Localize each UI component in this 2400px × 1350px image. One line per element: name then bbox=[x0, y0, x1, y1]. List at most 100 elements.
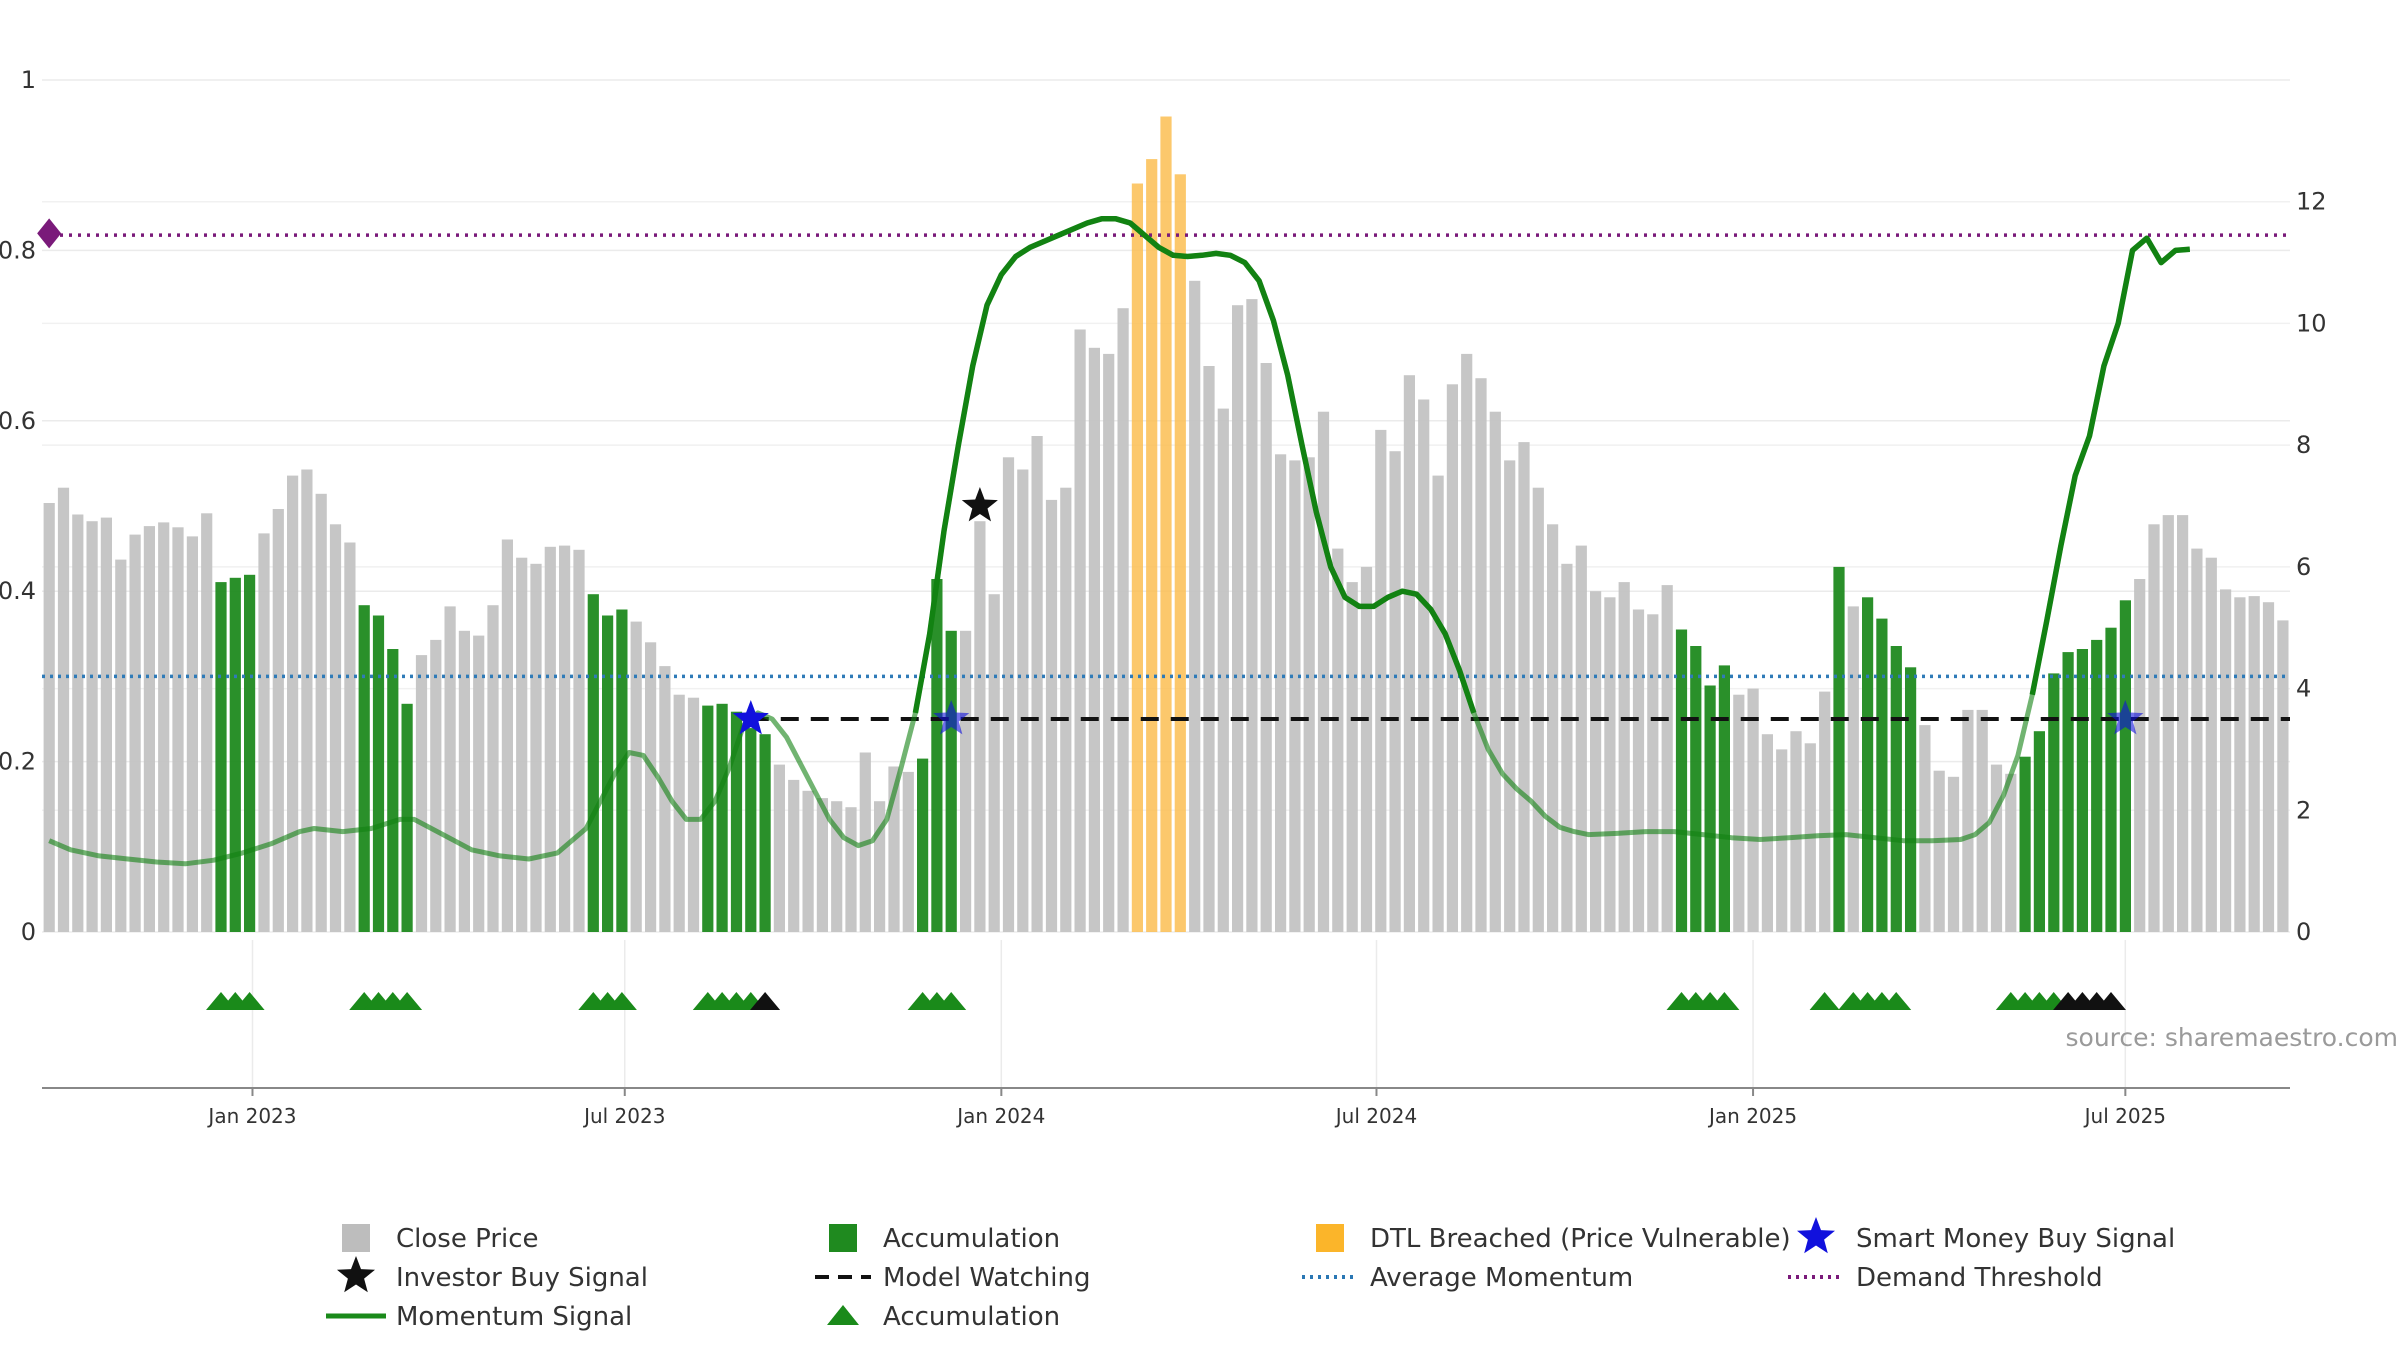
close-price-bar bbox=[1332, 548, 1344, 932]
accumulation-bar bbox=[702, 705, 714, 932]
close-price-bar bbox=[1561, 563, 1573, 932]
close-price-bar bbox=[2234, 597, 2246, 932]
close-price-bar bbox=[2191, 548, 2203, 932]
close-price-bar bbox=[1547, 524, 1559, 932]
legend-label: Investor Buy Signal bbox=[396, 1263, 648, 1293]
close-price-bar bbox=[1360, 566, 1373, 932]
accumulation-bar bbox=[215, 582, 227, 932]
legend-swatch-star bbox=[1797, 1217, 1835, 1254]
close-price-bar bbox=[115, 559, 127, 932]
close-price-bar bbox=[158, 522, 170, 932]
accumulation-bar bbox=[244, 574, 256, 932]
right-axis-tick-label: 12 bbox=[2296, 188, 2327, 216]
close-price-bar bbox=[1317, 411, 1330, 932]
close-price-bars bbox=[43, 116, 2289, 933]
accumulation-bar bbox=[945, 630, 957, 932]
accumulation-bar bbox=[931, 579, 943, 932]
accumulation-marker-triangle bbox=[392, 992, 423, 1010]
x-axis-tick-label: Jul 2025 bbox=[2083, 1104, 2166, 1128]
close-price-bar bbox=[1532, 487, 1544, 932]
accumulation-bar bbox=[372, 615, 385, 932]
close-price-bar bbox=[573, 549, 585, 932]
close-price-bar bbox=[1088, 347, 1100, 932]
close-price-bar bbox=[1489, 411, 1501, 932]
right-axis-tick-label: 10 bbox=[2296, 309, 2327, 337]
accumulation-bar bbox=[1905, 667, 1917, 932]
dtl-breached-bar bbox=[1146, 159, 1158, 933]
close-price-bar bbox=[802, 790, 814, 932]
close-price-bar bbox=[773, 764, 785, 932]
accumulation-bar bbox=[387, 649, 399, 932]
accumulation-bar bbox=[616, 609, 628, 932]
legend-item: Accumulation bbox=[827, 1302, 1060, 1332]
close-price-bar bbox=[2262, 602, 2275, 932]
close-price-bar bbox=[1432, 475, 1444, 932]
close-price-bar bbox=[2134, 579, 2146, 932]
close-price-bar bbox=[1246, 299, 1258, 933]
close-price-bar bbox=[845, 807, 857, 932]
close-price-bar bbox=[129, 534, 141, 932]
accumulation-bar bbox=[2119, 600, 2131, 932]
right-axis-tick-label: 2 bbox=[2296, 796, 2311, 824]
dtl-breached-bar bbox=[1131, 183, 1143, 932]
legend-swatch-square bbox=[829, 1224, 857, 1252]
close-price-bar bbox=[458, 630, 470, 932]
close-price-bar bbox=[201, 513, 213, 932]
smart-money-buy-signal-star bbox=[732, 700, 769, 735]
accumulation-marker-triangle bbox=[234, 992, 265, 1010]
smart-money-buy-signal-star bbox=[2107, 700, 2144, 735]
close-price-bar bbox=[1947, 776, 1960, 932]
close-price-bar bbox=[1045, 499, 1058, 932]
close-price-bar bbox=[1661, 585, 1673, 932]
left-axis-tick-label: 1 bbox=[21, 66, 36, 94]
close-price-bar bbox=[1733, 694, 1745, 932]
left-axis-tick-label: 0.4 bbox=[0, 577, 36, 605]
legend-label: Model Watching bbox=[883, 1263, 1090, 1293]
left-axis-tick-label: 0.2 bbox=[0, 748, 36, 776]
close-price-bar bbox=[788, 779, 800, 932]
close-price-bar bbox=[1303, 457, 1315, 932]
accumulation-marker-triangle bbox=[1709, 992, 1740, 1010]
legend-item: Momentum Signal bbox=[326, 1302, 632, 1332]
close-price-bar bbox=[1418, 399, 1430, 932]
accumulation-bar bbox=[2048, 673, 2060, 932]
legend-item: Average Momentum bbox=[1302, 1263, 1633, 1293]
legend-item: Close Price bbox=[342, 1224, 539, 1254]
close-price-bar bbox=[1604, 597, 1616, 932]
close-price-bar bbox=[2162, 515, 2174, 932]
legend-item: Accumulation bbox=[829, 1224, 1060, 1254]
close-price-bar bbox=[1504, 460, 1516, 932]
legend: Close Price Accumulation DTL Breached (Pri… bbox=[326, 1217, 2175, 1332]
close-price-bar bbox=[344, 542, 356, 932]
close-price-bar bbox=[43, 503, 55, 932]
close-price-bar bbox=[1618, 582, 1630, 932]
accumulation-bar bbox=[2033, 731, 2045, 932]
accumulation-bar bbox=[2091, 639, 2103, 932]
investor-buy-signal-star bbox=[961, 487, 998, 522]
close-price-bar bbox=[287, 475, 299, 932]
close-price-bar bbox=[1976, 709, 1988, 932]
legend-label: Momentum Signal bbox=[396, 1302, 632, 1332]
accumulation-marker-triangle bbox=[606, 992, 637, 1010]
close-price-bar bbox=[315, 493, 327, 932]
close-price-bar bbox=[272, 509, 284, 932]
legend-swatch-square bbox=[342, 1224, 370, 1252]
close-price-bar bbox=[1189, 280, 1201, 932]
close-price-bar bbox=[301, 469, 313, 932]
legend-label: Accumulation bbox=[883, 1224, 1060, 1254]
close-price-bar bbox=[1776, 749, 1788, 932]
legend-item: Model Watching bbox=[815, 1263, 1090, 1293]
x-axis-tick-label: Jan 2024 bbox=[955, 1104, 1045, 1128]
close-price-bar bbox=[2205, 557, 2217, 932]
legend-label: Smart Money Buy Signal bbox=[1856, 1224, 2175, 1254]
close-price-bar bbox=[1575, 545, 1587, 932]
close-price-bar bbox=[1031, 436, 1043, 932]
accumulation-bar bbox=[1675, 629, 1688, 932]
legend-label: Close Price bbox=[396, 1224, 539, 1254]
dtl-breached-bar bbox=[1160, 116, 1172, 932]
close-price-bar bbox=[874, 801, 886, 932]
close-price-bar bbox=[172, 527, 184, 932]
close-price-bar bbox=[888, 766, 900, 932]
close-price-bar bbox=[2277, 620, 2289, 932]
close-price-bar bbox=[1060, 487, 1072, 932]
